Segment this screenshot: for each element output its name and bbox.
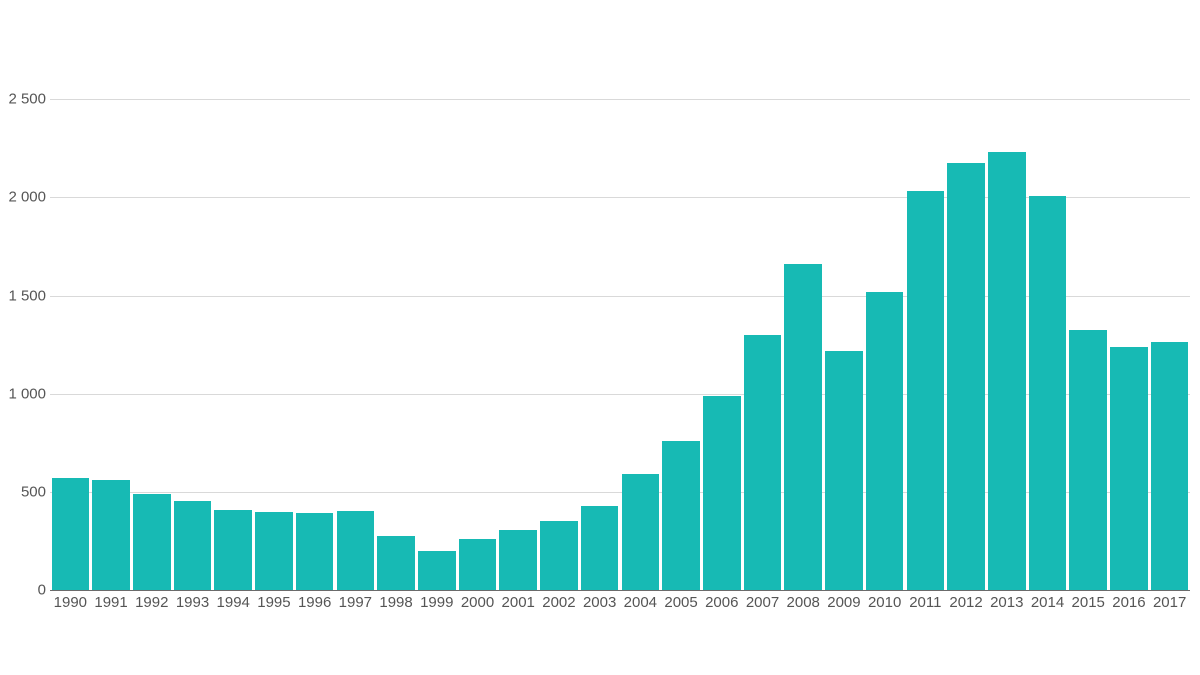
bar (784, 264, 821, 590)
bar (377, 536, 414, 590)
x-tick-label: 1993 (176, 594, 209, 611)
bar (214, 510, 251, 590)
x-tick-label: 2006 (705, 594, 738, 611)
x-tick-label: 2005 (664, 594, 697, 611)
x-tick-label: 2016 (1112, 594, 1145, 611)
bar (1110, 347, 1147, 590)
x-tick-label: 2003 (583, 594, 616, 611)
x-tick-label: 2009 (827, 594, 860, 611)
bar-chart: 0 500 1 000 1 500 2 000 2 500 1990 1991 1992 1993… (0, 0, 1200, 675)
bar (703, 396, 740, 590)
bar (825, 351, 862, 590)
bar (1151, 342, 1188, 590)
y-tick-label: 0 (6, 582, 46, 599)
bar (907, 191, 944, 590)
bar (459, 539, 496, 590)
bar (52, 478, 89, 590)
x-tick-label: 2014 (1031, 594, 1064, 611)
x-tick-label: 2011 (909, 594, 941, 611)
bar (622, 474, 659, 590)
y-tick-label: 2 000 (6, 189, 46, 206)
bar (255, 512, 292, 590)
x-tick-label: 1998 (379, 594, 412, 611)
x-tick-label: 1996 (298, 594, 331, 611)
bar (1069, 330, 1106, 590)
x-tick-label: 2001 (502, 594, 535, 611)
bar (174, 501, 211, 590)
bar (947, 163, 984, 590)
x-tick-label: 1994 (217, 594, 250, 611)
bar (744, 335, 781, 590)
x-tick-label: 2004 (624, 594, 657, 611)
y-tick-label: 1 000 (6, 385, 46, 402)
bar (337, 511, 374, 590)
bar (581, 506, 618, 590)
x-tick-label: 2002 (542, 594, 575, 611)
bar (133, 494, 170, 590)
x-tick-label: 2017 (1153, 594, 1186, 611)
y-tick-label: 1 500 (6, 287, 46, 304)
x-tick-label: 1999 (420, 594, 453, 611)
x-tick-label: 1997 (339, 594, 372, 611)
bar (988, 152, 1025, 590)
bar (1029, 196, 1066, 590)
x-tick-label: 1991 (94, 594, 127, 611)
x-axis-baseline (50, 590, 1190, 591)
bar (540, 521, 577, 590)
x-tick-label: 1995 (257, 594, 290, 611)
bars-layer (50, 60, 1190, 590)
bar (296, 513, 333, 590)
y-tick-label: 2 500 (6, 91, 46, 108)
x-tick-label: 2000 (461, 594, 494, 611)
bar (418, 551, 455, 590)
x-tick-label: 1990 (54, 594, 87, 611)
bar (499, 530, 536, 590)
x-tick-label: 2007 (746, 594, 779, 611)
x-tick-label: 2010 (868, 594, 901, 611)
bar (92, 480, 129, 590)
bar (662, 441, 699, 590)
x-tick-label: 2013 (990, 594, 1023, 611)
x-tick-label: 2015 (1072, 594, 1105, 611)
bar (866, 292, 903, 590)
x-tick-label: 2012 (949, 594, 982, 611)
plot-area: 05001 0001 5002 0002 5001990199119921993… (50, 60, 1190, 590)
x-tick-label: 2008 (787, 594, 820, 611)
y-tick-label: 500 (6, 483, 46, 500)
x-tick-label: 1992 (135, 594, 168, 611)
